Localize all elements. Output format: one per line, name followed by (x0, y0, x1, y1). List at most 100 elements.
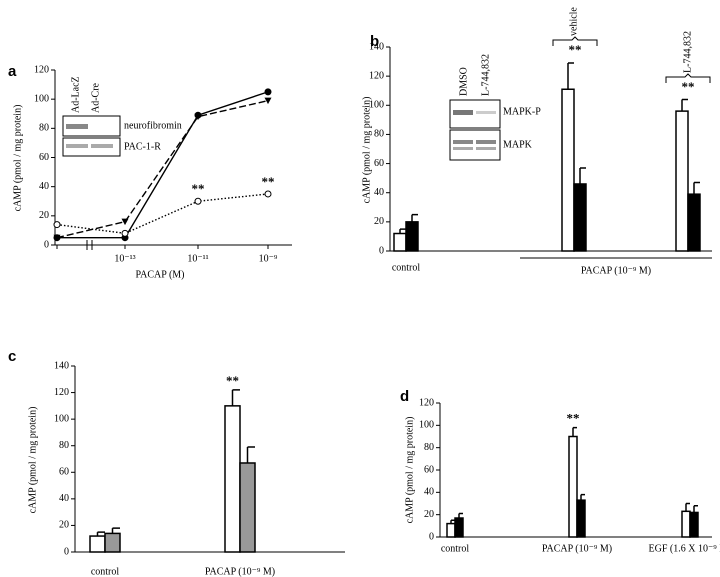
y-tick-label: 40 (39, 181, 49, 192)
y-tick-label: 40 (59, 493, 69, 504)
inset-row-label: neurofibromin (124, 120, 182, 131)
bar (89, 535, 106, 553)
inset-row-label: MAPK-P (503, 106, 541, 117)
y-tick-label: 20 (424, 509, 434, 520)
marker (121, 218, 129, 226)
bar (681, 510, 691, 538)
series-line (56, 99, 269, 239)
y-tick-label: 0 (379, 245, 384, 256)
y-tick-label: 80 (424, 442, 434, 453)
error-bar (693, 504, 698, 513)
bar (568, 435, 578, 538)
bar (393, 232, 407, 252)
bar (561, 88, 575, 252)
bar (405, 221, 419, 252)
blot-a (62, 115, 121, 157)
bar (239, 462, 256, 553)
y-tick-label: 20 (374, 216, 384, 227)
y-axis-label: cAMP (pmol / mg protein) (404, 417, 415, 524)
group-label: PACAP (10⁻⁹ M) (581, 265, 651, 276)
y-tick-label: 20 (59, 520, 69, 531)
x-tick-label: control (441, 543, 470, 554)
x-tick-label: 10⁻⁹ (259, 253, 278, 264)
x-tick-label: control (91, 566, 120, 577)
bar (573, 183, 587, 252)
error-bar (685, 502, 690, 512)
error-bar (693, 181, 700, 195)
inset-row-label: MAPK (503, 139, 533, 150)
inset-column-label: Ad-Cre (90, 82, 101, 113)
x-axis-label: PACAP (M) (136, 269, 185, 280)
marker (121, 229, 129, 237)
y-tick-label: 140 (369, 41, 384, 52)
y-tick-label: 120 (34, 64, 49, 75)
bar (687, 193, 701, 252)
error-bar (96, 531, 105, 537)
bar (675, 110, 689, 252)
inset-column-label: L-744,832 (480, 54, 491, 96)
inset-column-label: Ad-LacZ (70, 76, 81, 113)
y-tick-label: 20 (39, 210, 49, 221)
y-tick-label: 100 (369, 100, 384, 111)
y-tick-label: 140 (54, 360, 69, 371)
error-bar (231, 389, 240, 406)
inset-column-label: DMSO (458, 67, 469, 96)
bar (224, 405, 241, 553)
error-bar (399, 228, 406, 234)
y-tick-label: 80 (374, 129, 384, 140)
marker (264, 97, 272, 105)
y-tick-label: 120 (54, 387, 69, 398)
bar (104, 532, 121, 553)
y-tick-label: 0 (429, 531, 434, 542)
y-tick-label: 40 (424, 487, 434, 498)
series-line (57, 91, 269, 239)
y-tick-label: 120 (419, 397, 434, 408)
annotation: ** (567, 411, 580, 426)
panel-label: a (8, 63, 17, 80)
series-line (56, 193, 269, 235)
error-bar (572, 426, 577, 437)
annotation: ** (682, 79, 695, 94)
x-tick-label: 10⁻¹¹ (187, 253, 208, 264)
blot-b (449, 99, 501, 161)
bar (454, 517, 464, 538)
y-tick-label: 60 (59, 467, 69, 478)
error-bar (458, 512, 463, 519)
y-tick-label: 120 (369, 70, 384, 81)
y-axis-label: cAMP (pmol / mg protein) (12, 105, 23, 212)
y-tick-label: 60 (374, 158, 384, 169)
panel-label: c (8, 348, 16, 365)
inset-row-label: PAC-1-R (124, 141, 161, 152)
y-tick-label: 80 (39, 123, 49, 134)
error-bar (111, 527, 120, 534)
y-tick-label: 100 (54, 413, 69, 424)
y-tick-label: 100 (34, 93, 49, 104)
bracket (552, 36, 598, 46)
error-bar (411, 213, 418, 222)
x-tick-label: PACAP (10⁻⁹ M) (542, 543, 612, 554)
x-tick-label: 10⁻¹³ (114, 253, 135, 264)
y-tick-label: 100 (419, 420, 434, 431)
annotation: ** (226, 373, 239, 388)
x-tick-label: control (392, 262, 421, 273)
bracket (665, 73, 711, 83)
marker (194, 113, 202, 121)
bar (689, 511, 699, 538)
bar (446, 522, 456, 538)
x-tick-label: EGF (1.6 X 10⁻⁹ M) (649, 543, 720, 554)
y-tick-label: 60 (39, 152, 49, 163)
error-bar (246, 446, 255, 463)
marker (264, 88, 272, 96)
panel-label: d (400, 388, 409, 405)
axis-break (86, 240, 93, 250)
error-bar (567, 62, 574, 90)
x-tick-label: PACAP (10⁻⁹ M) (205, 566, 275, 577)
y-axis-label: cAMP (pmol / mg protein) (361, 97, 372, 204)
annotation: ** (569, 42, 582, 57)
marker (53, 234, 61, 242)
error-bar (580, 493, 585, 501)
y-tick-label: 40 (374, 187, 384, 198)
annotation: ** (192, 181, 205, 196)
y-tick-label: 0 (44, 239, 49, 250)
